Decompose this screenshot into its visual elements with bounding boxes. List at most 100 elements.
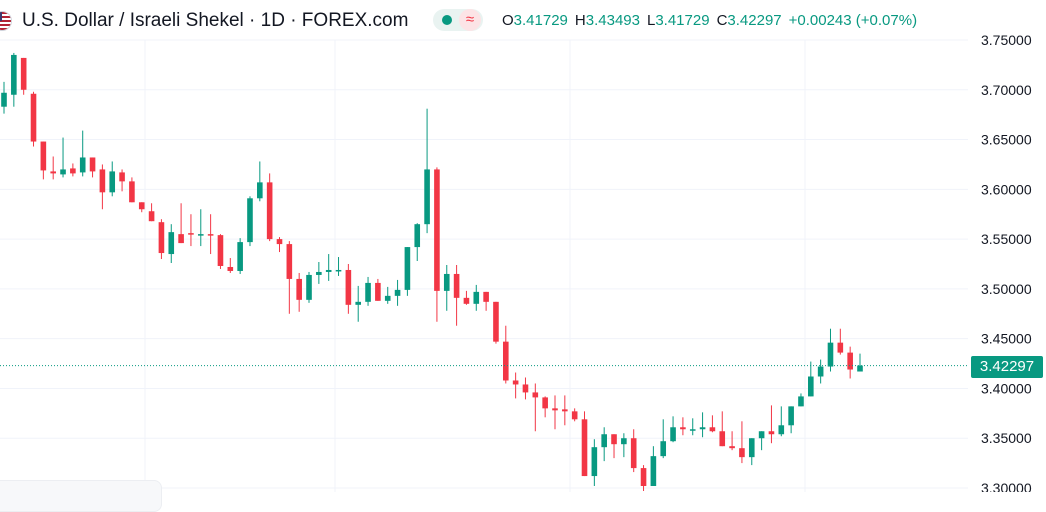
candle[interactable] <box>188 214 194 247</box>
candle[interactable] <box>837 328 844 355</box>
candle[interactable] <box>827 328 834 372</box>
candle[interactable] <box>227 258 234 273</box>
chart-area[interactable]: 3.75000 3.70000 3.65000 3.60000 3.55000 3.500… <box>0 0 1046 496</box>
candle[interactable] <box>109 161 116 197</box>
candle[interactable] <box>365 276 371 306</box>
candle[interactable] <box>670 416 676 443</box>
candle[interactable] <box>394 279 401 306</box>
candle[interactable] <box>178 203 184 244</box>
candle[interactable] <box>552 395 558 430</box>
candle[interactable] <box>168 224 175 264</box>
candle[interactable] <box>60 137 66 178</box>
candle[interactable] <box>1 81 7 114</box>
candle[interactable] <box>129 177 135 203</box>
candle[interactable] <box>758 431 765 451</box>
candle[interactable] <box>197 209 204 247</box>
candle[interactable] <box>562 395 568 426</box>
candle[interactable] <box>217 234 224 269</box>
candle[interactable] <box>119 169 125 192</box>
candle[interactable] <box>355 285 362 322</box>
price-axis[interactable]: 3.75000 3.70000 3.65000 3.60000 3.55000 3.500… <box>981 32 1032 496</box>
candle[interactable] <box>719 411 726 447</box>
candle[interactable] <box>207 214 214 255</box>
candle[interactable] <box>138 202 145 213</box>
candle[interactable] <box>699 412 706 438</box>
candle[interactable] <box>808 361 814 397</box>
candle[interactable] <box>99 164 106 210</box>
candle[interactable] <box>650 446 657 487</box>
candle[interactable] <box>286 241 293 314</box>
candle[interactable] <box>788 406 794 434</box>
candle[interactable] <box>798 393 804 407</box>
candle[interactable] <box>591 439 598 487</box>
candle[interactable] <box>276 237 283 253</box>
candle[interactable] <box>306 271 312 303</box>
candle[interactable] <box>473 284 480 311</box>
candle[interactable] <box>621 433 627 458</box>
candle[interactable] <box>532 383 539 432</box>
candle[interactable] <box>778 406 785 437</box>
candle[interactable] <box>729 431 735 451</box>
candle[interactable] <box>601 427 607 462</box>
candle[interactable] <box>857 353 863 372</box>
candle[interactable] <box>512 372 519 399</box>
candle[interactable] <box>316 262 322 284</box>
candle[interactable] <box>424 108 430 234</box>
candle[interactable] <box>247 196 253 247</box>
candle[interactable] <box>768 405 775 444</box>
symbol-title[interactable]: U.S. Dollar / Israeli Shekel · 1D · FORE… <box>22 10 409 31</box>
candle[interactable] <box>335 257 342 276</box>
candle[interactable] <box>680 417 686 436</box>
candle[interactable] <box>148 203 155 222</box>
candle[interactable] <box>404 247 411 296</box>
candles[interactable] <box>1 52 863 491</box>
candle[interactable] <box>40 141 47 180</box>
candle[interactable] <box>739 421 745 464</box>
candle[interactable] <box>443 264 450 311</box>
candle[interactable] <box>660 419 667 459</box>
candle-body <box>158 222 165 254</box>
status-pill[interactable]: ≈ <box>433 9 483 31</box>
candle[interactable] <box>571 408 578 422</box>
us-flag-icon[interactable] <box>0 11 12 31</box>
y-tick-label: 3.55000 <box>981 231 1032 247</box>
candle[interactable] <box>20 57 27 95</box>
candle[interactable] <box>522 377 529 400</box>
candle[interactable] <box>30 91 37 147</box>
candle[interactable] <box>434 167 440 322</box>
candle[interactable] <box>542 396 548 418</box>
candle[interactable] <box>79 130 86 177</box>
candle[interactable] <box>581 411 588 477</box>
candle[interactable] <box>384 286 391 304</box>
candle[interactable] <box>257 161 263 202</box>
candle[interactable] <box>11 52 17 107</box>
candle[interactable] <box>296 272 302 312</box>
candle[interactable] <box>847 346 853 379</box>
candlestick-chart[interactable]: 3.75000 3.70000 3.65000 3.60000 3.55000 3.500… <box>0 0 1046 496</box>
candle[interactable] <box>748 438 755 466</box>
close-label: C <box>716 12 728 29</box>
candle[interactable] <box>630 429 637 473</box>
candle[interactable] <box>463 290 470 305</box>
candle[interactable] <box>325 254 332 281</box>
candle[interactable] <box>414 223 421 262</box>
candle[interactable] <box>50 156 56 180</box>
candle[interactable] <box>502 325 509 384</box>
candle[interactable] <box>483 291 489 311</box>
candle[interactable] <box>375 278 381 301</box>
candle[interactable] <box>345 264 352 314</box>
candle[interactable] <box>709 415 716 433</box>
candle[interactable] <box>640 465 647 491</box>
candle[interactable] <box>158 219 165 260</box>
candle[interactable] <box>689 418 696 436</box>
candle[interactable] <box>453 264 460 326</box>
candle[interactable] <box>266 173 273 242</box>
candle[interactable] <box>237 238 243 274</box>
ohlc-legend: O3.41729 H3.43493 L3.41729 C3.42297 +0.00243… <box>502 12 917 29</box>
candle[interactable] <box>611 434 617 459</box>
candle[interactable] <box>493 301 499 344</box>
candle[interactable] <box>817 359 824 384</box>
candle[interactable] <box>70 163 76 177</box>
candle-body <box>384 295 391 301</box>
candle[interactable] <box>89 157 96 178</box>
